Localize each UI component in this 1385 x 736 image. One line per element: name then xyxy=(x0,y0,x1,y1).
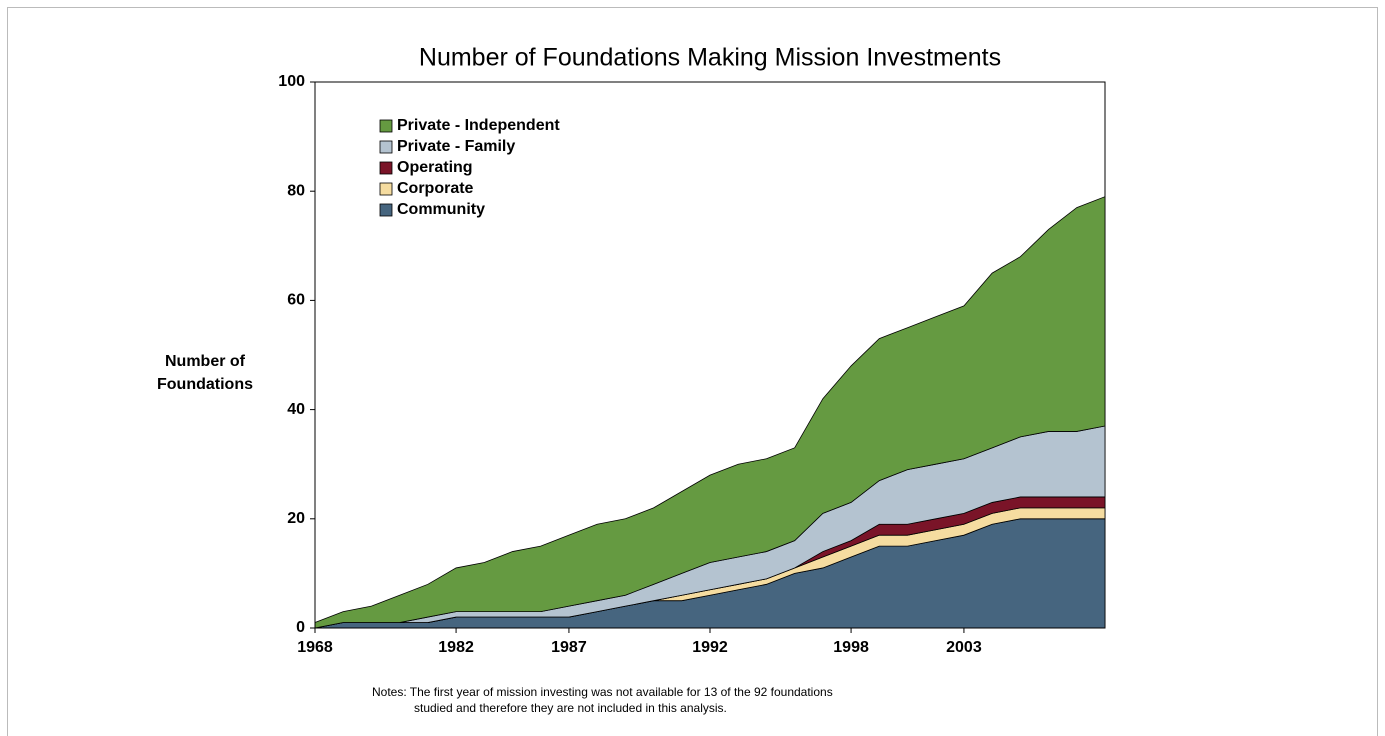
y-axis-title: Number of xyxy=(165,353,246,370)
x-tick-label: 2003 xyxy=(946,639,982,656)
legend-swatch xyxy=(379,203,393,217)
legend-label: Operating xyxy=(397,159,473,176)
x-tick-label: 1982 xyxy=(438,639,474,656)
y-tick-label: 80 xyxy=(287,182,305,199)
legend-label: Private - Family xyxy=(397,138,515,155)
chart-title: Number of Foundations Making Mission Inv… xyxy=(419,44,1001,72)
legend-swatch xyxy=(379,182,393,196)
x-tick-label: 1968 xyxy=(297,639,333,656)
x-tick-label: 1992 xyxy=(692,639,728,656)
y-axis-title: Foundations xyxy=(157,376,253,393)
area xyxy=(314,196,1106,629)
legend-swatch xyxy=(379,119,393,133)
y-tick-label: 60 xyxy=(287,292,305,309)
legend-swatch xyxy=(379,140,393,154)
x-tick-label: 1998 xyxy=(833,639,869,656)
y-tick-label: 40 xyxy=(287,401,305,418)
note: studied and therefore they are not inclu… xyxy=(414,701,727,715)
note: Notes: The first year of mission investi… xyxy=(372,685,833,699)
legend-label: Private - Independent xyxy=(397,117,560,134)
legend-swatch xyxy=(379,161,393,175)
y-tick-label: 100 xyxy=(278,73,305,90)
legend-label: Corporate xyxy=(397,180,474,197)
legend-label: Community xyxy=(397,201,485,218)
x-tick-label: 1987 xyxy=(551,639,587,656)
y-tick-label: 20 xyxy=(287,510,305,527)
y-tick-label: 0 xyxy=(296,619,305,636)
frame xyxy=(7,7,1378,736)
